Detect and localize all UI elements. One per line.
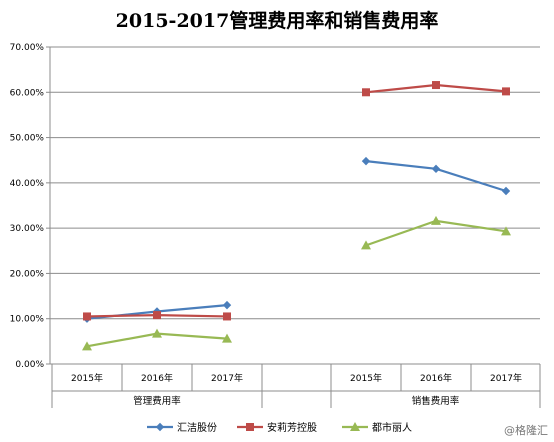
series-1 (82, 156, 511, 323)
y-tick-label: 20.00% (10, 269, 45, 279)
data-point (432, 81, 440, 90)
legend-item: 都市丽人 (342, 421, 412, 434)
legend-label: 汇洁股份 (177, 421, 217, 434)
data-point (361, 156, 371, 166)
legend-marker (155, 422, 165, 432)
data-point (153, 311, 161, 320)
data-point (82, 341, 92, 351)
legend-label: 都市丽人 (372, 421, 412, 434)
data-point (222, 333, 232, 343)
legend-marker (246, 423, 254, 431)
x-tick-label: 2015年 (71, 372, 103, 384)
y-tick-label: 50.00% (10, 134, 45, 144)
plot-area (82, 81, 511, 351)
chart-title: 2015-2017管理费用率和销售费用率 (116, 9, 439, 32)
grid (50, 46, 540, 320)
y-tick-label: 70.00% (10, 43, 45, 53)
x-group-label: 销售费用率 (412, 395, 460, 407)
data-point (431, 215, 441, 225)
y-tick-label: 0.00% (15, 360, 44, 370)
x-tick-label: 2016年 (420, 372, 452, 384)
y-tick-label: 30.00% (10, 224, 45, 234)
data-point (501, 186, 511, 196)
axes: 0.00% 10.00% 20.00% 30.00% 40.00% 50.00% 60.00… (10, 43, 541, 408)
data-point (362, 88, 370, 97)
legend-item: 安莉芳控股 (237, 421, 317, 434)
y-tick-label: 10.00% (10, 315, 45, 325)
data-point (222, 300, 232, 310)
legend: 汇洁股份 安莉芳控股 都市丽人 (147, 421, 412, 434)
series-3 (82, 215, 511, 351)
x-tick-label: 2016年 (141, 372, 173, 384)
x-tick-label: 2015年 (350, 372, 382, 384)
x-group-label: 管理费用率 (133, 395, 181, 407)
y-tick-label: 60.00% (10, 88, 45, 98)
series-2 (83, 81, 510, 321)
x-tick-label: 2017年 (490, 372, 522, 384)
x-tick-label: 2017年 (211, 372, 243, 384)
legend-label: 安莉芳控股 (267, 421, 317, 434)
data-point (223, 312, 231, 321)
data-point (361, 240, 371, 250)
legend-marker (350, 422, 360, 431)
legend-item: 汇洁股份 (147, 421, 217, 434)
data-point (431, 164, 441, 174)
data-point (152, 328, 162, 338)
data-point (502, 87, 510, 96)
y-tick-label: 40.00% (10, 179, 45, 189)
data-point (501, 226, 511, 236)
watermark: @格隆汇 (504, 423, 548, 437)
data-point (83, 312, 91, 321)
